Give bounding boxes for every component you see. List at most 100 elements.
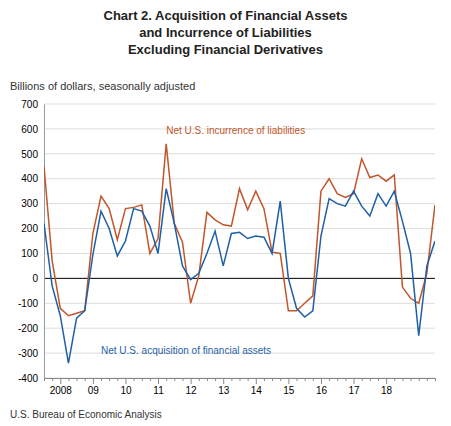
- x-tick: 14: [251, 378, 263, 396]
- x-tick-label: 10: [120, 385, 132, 396]
- series-label: Net U.S. acquisition of financial assets: [101, 345, 271, 356]
- grid: [44, 104, 435, 378]
- y-tick: 600: [21, 124, 44, 135]
- y-tick-label: 300: [21, 198, 38, 209]
- y-tick-label: -300: [18, 348, 38, 359]
- y-tick-label: 0: [32, 273, 38, 284]
- series-line: [44, 144, 435, 316]
- chart: Chart 2. Acquisition of Financial Assets…: [0, 0, 451, 426]
- y-tick: 300: [21, 198, 44, 209]
- x-tick-mark: [321, 378, 322, 384]
- x-tick-label: 18: [381, 385, 393, 396]
- x-tick: [85, 378, 86, 381]
- x-tick-mark: [394, 378, 395, 381]
- x-tick: [427, 378, 428, 381]
- x-tick: [101, 378, 102, 381]
- x-tick-mark: [191, 378, 192, 384]
- x-tick: [362, 378, 363, 381]
- x-tick-mark: [345, 378, 346, 381]
- x-tick: [297, 378, 298, 381]
- x-tick-label: 17: [348, 385, 360, 396]
- y-tick: -300: [18, 348, 44, 359]
- title: Excluding Financial Derivatives: [128, 42, 323, 57]
- x-tick: [207, 378, 208, 381]
- x-tick-mark: [199, 378, 200, 381]
- x-tick-mark: [419, 378, 420, 381]
- x-tick-mark: [215, 378, 216, 381]
- x-tick: [394, 378, 395, 381]
- x-tick: 18: [381, 378, 393, 396]
- x-tick: [345, 378, 346, 381]
- y-tick: 500: [21, 149, 44, 160]
- x-tick-label: 14: [251, 385, 263, 396]
- x-tick: [240, 378, 241, 381]
- x-tick-mark: [60, 378, 61, 384]
- y-axis-line: [44, 105, 45, 379]
- y-tick: 0: [32, 273, 44, 284]
- title: and Incurrence of Liabilities: [139, 25, 312, 40]
- x-tick-label: 09: [88, 385, 100, 396]
- y-tick: -100: [18, 298, 44, 309]
- x-tick-label: 2008: [50, 385, 73, 396]
- y-tick: 700: [21, 99, 44, 110]
- x-tick-mark: [272, 378, 273, 381]
- x-tick-mark: [288, 378, 289, 384]
- grid-line: [44, 253, 435, 254]
- x-tick-label: 15: [283, 385, 295, 396]
- y-tick-label: 400: [21, 173, 38, 184]
- x-tick-mark: [313, 378, 314, 381]
- x-tick-mark: [435, 378, 436, 381]
- grid-line: [44, 328, 435, 329]
- x-tick-mark: [256, 378, 257, 384]
- x-tick-mark: [166, 378, 167, 381]
- y-axis: -400 -300 -200 -100 0 100 200 300 400 500 600 700: [18, 99, 45, 384]
- x-tick: [411, 378, 412, 381]
- y-tick-label: 100: [21, 248, 38, 259]
- x-tick: [52, 378, 53, 381]
- x-tick-label: 16: [316, 385, 328, 396]
- grid-line: [44, 228, 435, 229]
- x-tick-mark: [402, 378, 403, 381]
- x-tick-mark: [280, 378, 281, 381]
- x-tick-mark: [134, 378, 135, 381]
- y-tick: 200: [21, 223, 44, 234]
- x-tick-mark: [297, 378, 298, 381]
- grid-line: [44, 303, 435, 304]
- x-tick-mark: [85, 378, 86, 381]
- x-tick-mark: [337, 378, 338, 381]
- x-tick-mark: [93, 378, 94, 384]
- x-tick-mark: [109, 378, 110, 381]
- x-tick: [280, 378, 281, 381]
- x-tick-mark: [370, 378, 371, 381]
- lines: [44, 144, 435, 363]
- lines-inner: [44, 144, 435, 363]
- x-tick: [199, 378, 200, 381]
- title: Chart 2. Acquisition of Financial Assets: [104, 8, 348, 23]
- x-tick: [435, 378, 436, 381]
- footnote: U.S. Bureau of Economic Analysis: [10, 409, 162, 420]
- y-tick-label: 600: [21, 124, 38, 135]
- series-label: Net U.S. incurrence of liabilities: [166, 125, 305, 136]
- x-tick-mark: [125, 378, 126, 384]
- x-tick-mark: [223, 378, 224, 384]
- x-tick: 12: [186, 378, 198, 396]
- x-tick: 10: [120, 378, 132, 396]
- x-tick: [305, 378, 306, 381]
- grid-line: [44, 104, 435, 105]
- x-tick-label: 12: [186, 385, 198, 396]
- x-axis: 2008 09 10 11 12 13 14 15 16 17 18: [45, 378, 436, 396]
- x-tick: 16: [316, 378, 328, 396]
- x-tick-mark: [207, 378, 208, 381]
- x-tick-mark: [411, 378, 412, 381]
- x-tick: [231, 378, 232, 381]
- x-tick-mark: [240, 378, 241, 381]
- y-tick-label: 200: [21, 223, 38, 234]
- x-tick-label: 13: [218, 385, 230, 396]
- x-tick-mark: [427, 378, 428, 381]
- y-tick: 100: [21, 248, 44, 259]
- x-tick: 11: [153, 378, 164, 396]
- y-tick: -400: [18, 373, 44, 384]
- y-tick-label: 500: [21, 149, 38, 160]
- x-tick-mark: [182, 378, 183, 381]
- y-tick: -200: [18, 323, 44, 334]
